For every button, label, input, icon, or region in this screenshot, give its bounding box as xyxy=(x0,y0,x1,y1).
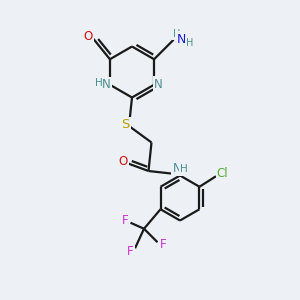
Text: H: H xyxy=(173,29,180,39)
Text: H: H xyxy=(186,38,194,48)
Text: S: S xyxy=(121,118,130,131)
Text: O: O xyxy=(83,30,93,43)
Text: F: F xyxy=(160,238,166,250)
Text: N: N xyxy=(172,162,182,175)
Text: N: N xyxy=(176,33,186,46)
Text: N: N xyxy=(154,78,163,91)
Text: H: H xyxy=(180,164,188,174)
Text: O: O xyxy=(118,155,127,169)
Text: F: F xyxy=(127,245,134,258)
Text: H: H xyxy=(94,78,102,88)
Text: N: N xyxy=(102,78,111,91)
Text: Cl: Cl xyxy=(217,167,228,180)
Text: F: F xyxy=(122,214,128,227)
